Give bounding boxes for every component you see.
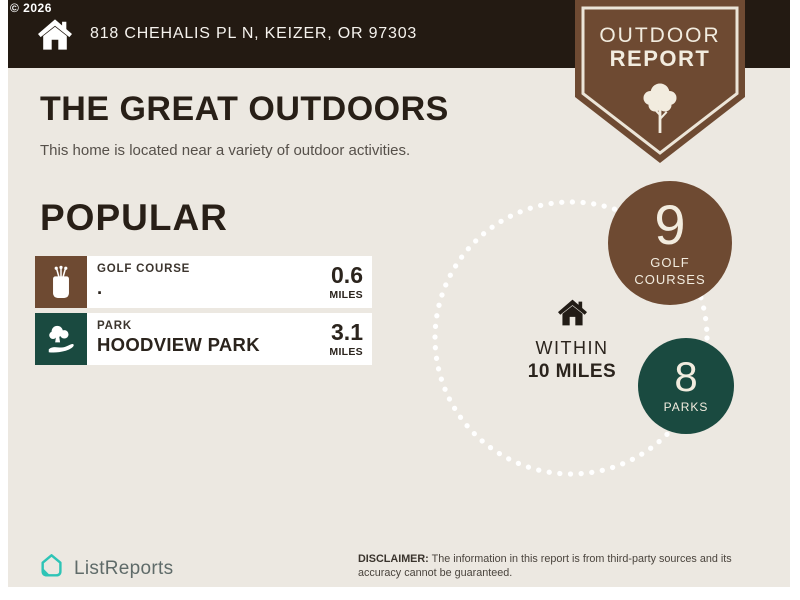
disclaimer-text: DISCLAIMER: The information in this repo… [358,552,772,581]
disclaimer-label: DISCLAIMER: [358,553,429,565]
disclaimer-body: The information in this report is from t… [358,553,732,580]
list-item-category: PARK [97,320,132,332]
ribbon-shape [575,0,745,163]
list-item-category: GOLF COURSE [97,263,191,275]
parks-count-bubble: 8 PARKS [638,338,734,434]
list-item-park: PARK HOODVIEW PARK 3.1 MILES [35,313,372,365]
listreports-icon [38,551,66,586]
golf-bag-icon [35,256,87,308]
golf-label-line1: GOLF [650,255,690,271]
golf-courses-count-bubble: 9 GOLF COURSES [608,181,732,305]
golf-courses-label: GOLF COURSES [634,255,705,288]
list-item-distance: 3.1 MILES [306,313,372,365]
miles-label: 10 MILES [527,361,617,382]
distance-unit: MILES [329,288,363,301]
home-icon [557,299,587,331]
distance-value: 0.6 [331,261,363,288]
tree-icon [636,80,684,147]
copyright-text: © 2026 [10,1,52,15]
list-item-name: . [97,277,103,298]
list-item-text: PARK HOODVIEW PARK [87,313,306,365]
golf-courses-count: 9 [654,193,686,257]
list-item-name: HOODVIEW PARK [97,334,260,355]
radius-center-label: WITHIN 10 MILES [502,299,642,383]
popular-heading: POPULAR [40,197,228,238]
within-label: WITHIN [535,338,609,358]
parks-label: PARKS [663,399,709,414]
outdoor-report-badge: OUTDOOR REPORT [575,0,745,166]
page-title: THE GREAT OUTDOORS [40,90,449,128]
radius-dotted-circle [432,199,710,477]
listreports-logo: ListReports [38,551,173,586]
popular-list: GOLF COURSE . 0.6 MILES PARK HOODVIEW PA… [35,256,372,365]
distance-value: 3.1 [331,318,363,345]
badge-title-line2: REPORT [609,46,711,71]
list-item-distance: 0.6 MILES [306,256,372,308]
distance-unit: MILES [329,345,363,358]
parks-count: 8 [674,353,698,401]
list-item-text: GOLF COURSE . [87,256,306,308]
badge-title-line1: OUTDOOR [599,24,721,47]
park-icon [35,313,87,365]
list-item-golf-course: GOLF COURSE . 0.6 MILES [35,256,372,308]
property-address: 818 CHEHALIS PL N, KEIZER, OR 97303 [90,25,418,42]
golf-label-line2: COURSES [634,271,706,287]
listreports-wordmark: ListReports [74,557,174,579]
home-icon [38,19,72,50]
page-subtitle: This home is located near a variety of o… [40,142,411,159]
